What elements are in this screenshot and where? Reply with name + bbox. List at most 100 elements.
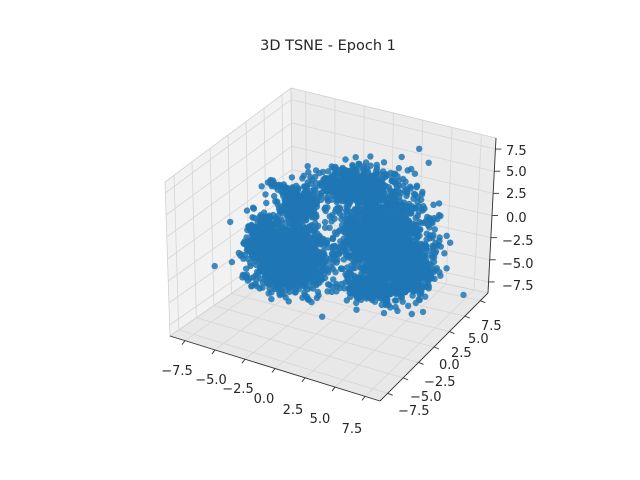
scatter-point	[339, 178, 346, 185]
scatter-point	[290, 231, 297, 239]
scatter-point	[332, 163, 339, 171]
scatter-point	[369, 254, 377, 261]
scatter-point	[404, 167, 411, 174]
scatter-point	[261, 216, 268, 223]
scatter-point	[305, 168, 312, 176]
y-tick-label: 5.0	[468, 332, 489, 347]
scatter-point	[390, 218, 398, 225]
scatter-point	[382, 252, 389, 259]
scatter-point	[250, 237, 257, 244]
scatter-point	[271, 192, 278, 200]
x-tick-label: 0.0	[254, 392, 275, 407]
scatter-point	[301, 183, 308, 191]
scatter-point	[359, 235, 367, 243]
x-tick-label: 5.0	[310, 412, 331, 427]
scatter-point	[245, 255, 252, 263]
scatter-point	[371, 172, 378, 180]
scatter-point	[344, 252, 351, 259]
scatter-point	[395, 274, 403, 281]
scatter-point	[418, 255, 426, 263]
scatter-point	[308, 298, 315, 306]
scatter-point	[268, 255, 275, 262]
scatter-point	[400, 252, 408, 259]
scatter-point	[270, 234, 278, 241]
scatter-point	[310, 200, 318, 208]
scatter-point	[331, 242, 338, 250]
scatter-point	[299, 253, 306, 260]
scatter-point	[394, 283, 401, 290]
z-tick-label: 5.0	[506, 165, 527, 180]
scatter-point	[329, 177, 336, 184]
scatter-point	[338, 215, 345, 223]
scatter-point	[347, 183, 355, 190]
scatter-point	[268, 295, 275, 303]
z-tick-label: −2.5	[502, 234, 534, 249]
scatter-point	[257, 221, 265, 228]
scatter-point	[415, 208, 423, 216]
x-tick-label: 7.5	[342, 422, 363, 437]
scatter-point	[335, 250, 342, 257]
scatter-point	[310, 262, 317, 270]
chart-title: 3D TSNE - Epoch 1	[260, 38, 396, 54]
scatter-point	[324, 204, 331, 211]
scatter-point	[291, 289, 298, 296]
scatter-point	[364, 202, 372, 209]
scatter-point	[356, 160, 363, 168]
scatter-point	[426, 232, 434, 239]
scatter-point	[393, 297, 400, 304]
y-tick-mark	[449, 331, 455, 334]
scatter-point	[329, 234, 337, 241]
x-tick-mark	[331, 386, 336, 392]
scatter-point	[360, 228, 367, 235]
scatter-point	[282, 187, 289, 194]
scatter-point	[373, 243, 381, 251]
scatter-point	[265, 236, 273, 243]
scatter-point	[307, 196, 314, 203]
scatter-point	[274, 198, 281, 205]
scatter-point	[379, 168, 387, 175]
scatter-point	[301, 283, 308, 290]
scatter-point	[279, 224, 286, 231]
scatter-point	[269, 274, 276, 282]
scatter-point	[385, 259, 393, 267]
scatter-point	[368, 196, 375, 203]
scatter-point	[338, 221, 346, 229]
scatter-point	[257, 250, 264, 257]
scatter-point	[420, 272, 427, 280]
y-tick-mark	[433, 346, 440, 350]
scatter-point	[377, 212, 384, 219]
x-tick-mark	[211, 349, 216, 355]
scatter-point	[390, 170, 397, 178]
scatter-point	[378, 246, 386, 254]
scatter-point	[311, 235, 318, 242]
scatter-point	[415, 296, 422, 303]
scatter-point	[266, 229, 273, 236]
axis-lines	[169, 137, 502, 402]
scatter-point	[274, 272, 282, 280]
scatter-point	[278, 281, 285, 288]
scatter-point	[353, 306, 360, 313]
scatter-point	[400, 201, 407, 209]
scatter-point	[284, 277, 291, 284]
scatter-point	[425, 159, 432, 166]
scatter-point	[252, 244, 259, 252]
scatter-point	[402, 276, 409, 283]
scatter-point	[394, 243, 401, 250]
scatter-point	[409, 284, 416, 292]
scatter-point	[299, 175, 306, 182]
scatter-point	[380, 159, 388, 166]
scatter-point	[322, 224, 329, 231]
scatter-point	[430, 201, 437, 208]
scatter-point	[374, 207, 381, 214]
x-tick-label: −5.0	[195, 373, 227, 388]
scatter-point	[319, 168, 327, 176]
scatter-point	[342, 156, 349, 163]
scatter-point	[338, 198, 346, 205]
scatter-point	[312, 214, 319, 221]
scatter-point	[332, 206, 340, 213]
scatter-point	[389, 248, 397, 255]
scatter-point	[292, 208, 299, 215]
scatter-point	[322, 254, 330, 262]
scatter-point	[344, 264, 351, 271]
